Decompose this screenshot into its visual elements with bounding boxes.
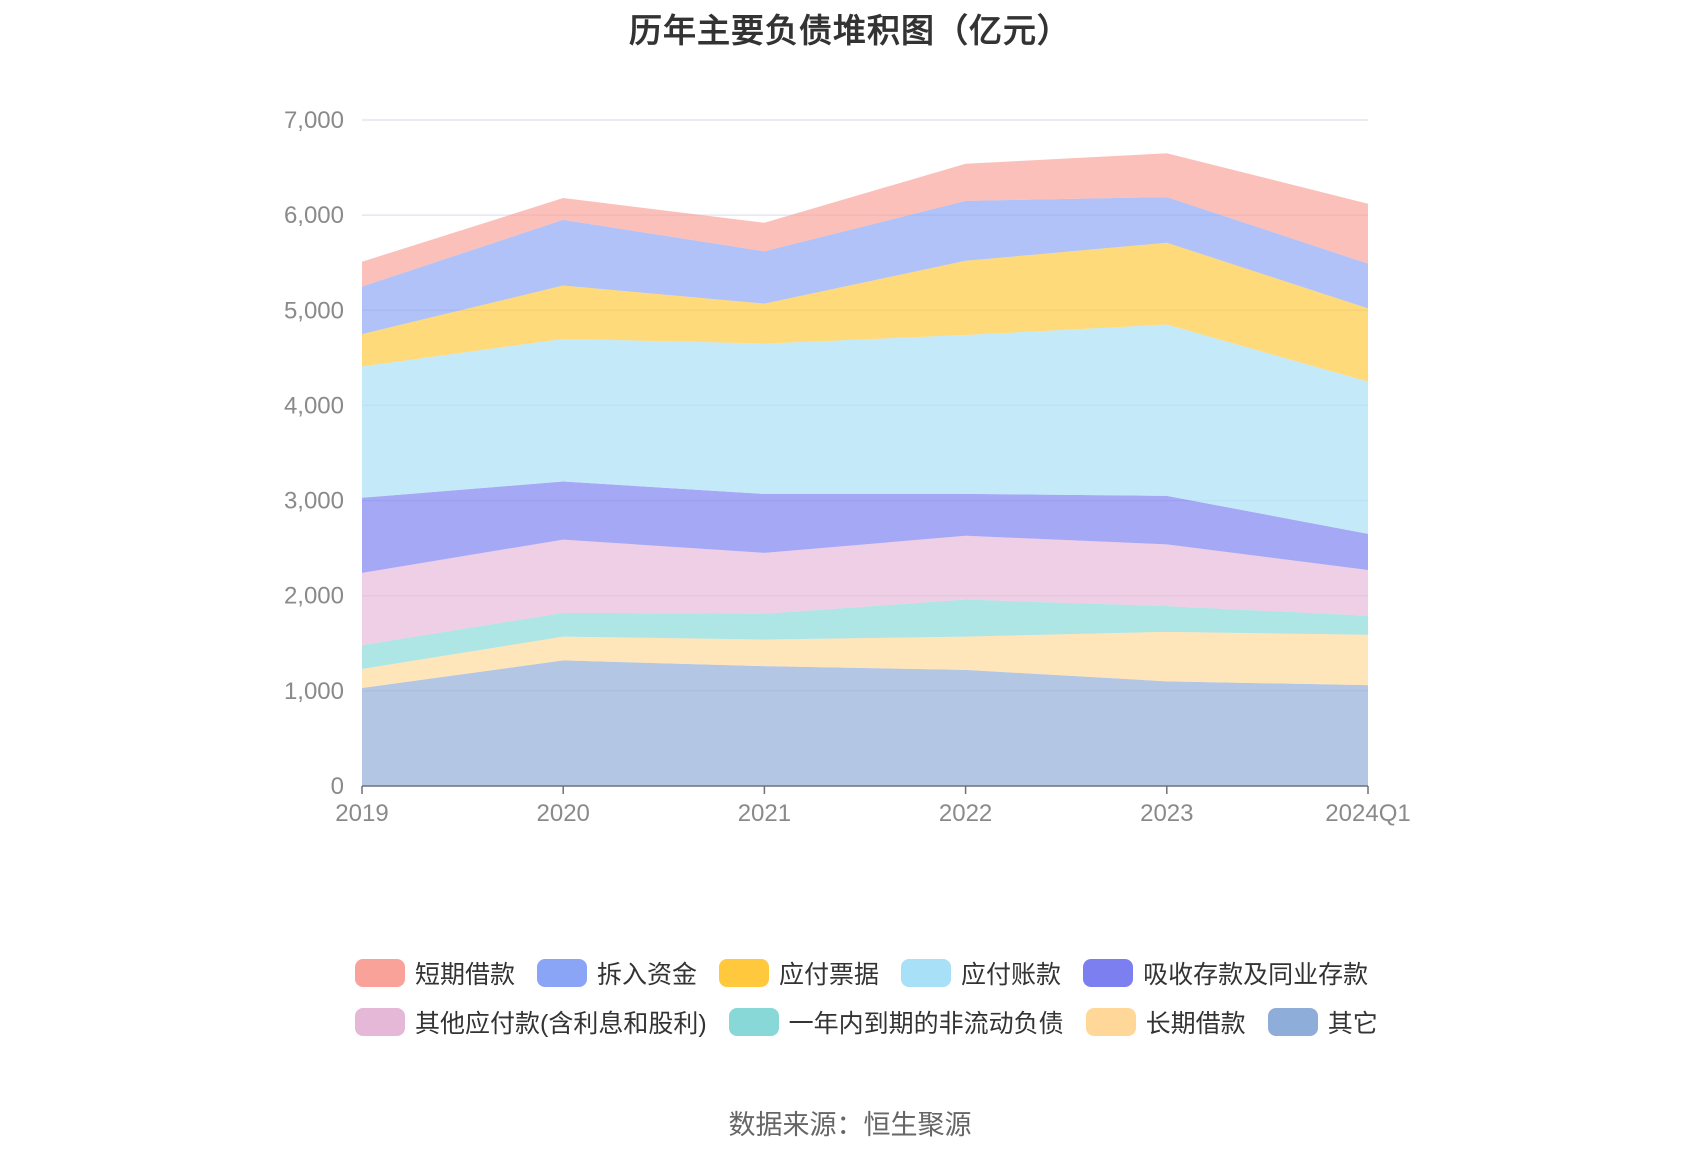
axes: 0 1,000 2,000 3,000 4,000 5,000 6,000 7,000 2019… (284, 107, 1411, 827)
legend-swatch (1083, 959, 1134, 987)
legend-swatch (728, 1008, 779, 1036)
legend-label: 其它 (1327, 1010, 1378, 1038)
legend-swatch (355, 959, 405, 987)
legend-row: 短期借款 拆入资金 应付票据 应付账款 吸收存款及同业存款 (355, 955, 1455, 991)
area-series-7 (362, 197, 1368, 335)
area-series-4 (362, 481, 1368, 573)
legend-swatch (1085, 1008, 1136, 1036)
legend-label: 应付票据 (779, 961, 880, 989)
legend-item[interactable]: 拆入资金 (537, 955, 697, 991)
y-tick-label: 1,000 (284, 678, 344, 705)
x-tick-label: 2022 (939, 800, 992, 827)
legend-swatch (537, 959, 588, 987)
legend-label: 长期借款 (1145, 1010, 1246, 1038)
y-tick-label: 0 (331, 773, 344, 800)
legend-label: 拆入资金 (597, 961, 698, 989)
legend-item[interactable]: 吸收存款及同业存款 (1083, 955, 1368, 991)
legend-row: 其他应付款(含利息和股利) 一年内到期的非流动负债 长期借款 其它 (355, 1004, 1455, 1040)
area-series-8 (362, 153, 1368, 287)
y-tick-label: 5,000 (284, 297, 344, 324)
data-source-note: 数据来源：恒生聚源 (728, 1110, 972, 1140)
x-tick-label: 2023 (1140, 800, 1193, 827)
legend-label: 其他应付款(含利息和股利) (415, 1010, 707, 1038)
y-tick-label: 7,000 (284, 107, 344, 134)
y-tick-label: 4,000 (284, 392, 344, 419)
legend-swatch (355, 1008, 405, 1036)
chart-legend: 短期借款 拆入资金 应付票据 应付账款 吸收存款及同业存款其他应付款(含利息和股利) 一年… (355, 955, 1455, 1053)
legend-swatch (1267, 1008, 1318, 1036)
legend-label: 一年内到期的非流动负债 (788, 1010, 1064, 1038)
legend-item[interactable]: 其它 (1267, 1004, 1378, 1040)
x-tick-label: 2020 (537, 800, 590, 827)
y-tick-label: 2,000 (284, 583, 344, 610)
legend-item[interactable]: 长期借款 (1085, 1004, 1246, 1040)
area-series (362, 153, 1368, 786)
area-series-0 (362, 660, 1368, 786)
legend-label: 吸收存款及同业存款 (1143, 961, 1369, 989)
legend-item[interactable]: 应付账款 (901, 955, 1061, 991)
area-series-6 (362, 242, 1368, 382)
legend-label: 短期借款 (415, 961, 516, 989)
legend-label: 应付账款 (961, 961, 1062, 989)
legend-item[interactable]: 其他应付款(含利息和股利) (355, 1004, 707, 1040)
y-tick-label: 6,000 (284, 202, 344, 229)
chart-title: 历年主要负债堆积图（亿元） (629, 12, 1071, 49)
legend-item[interactable]: 一年内到期的非流动负债 (728, 1004, 1064, 1040)
x-tick-label: 2024Q1 (1325, 800, 1410, 827)
y-tick-label: 3,000 (284, 488, 344, 515)
legend-item[interactable]: 应付票据 (719, 955, 879, 991)
x-tick-label: 2021 (738, 800, 791, 827)
area-series-3 (362, 535, 1368, 646)
x-tick-label: 2019 (335, 800, 388, 827)
area-series-1 (362, 631, 1368, 689)
legend-swatch (901, 959, 952, 987)
legend-swatch (719, 959, 770, 987)
area-series-5 (362, 324, 1368, 534)
legend-item[interactable]: 短期借款 (355, 955, 515, 991)
area-series-2 (362, 599, 1368, 669)
